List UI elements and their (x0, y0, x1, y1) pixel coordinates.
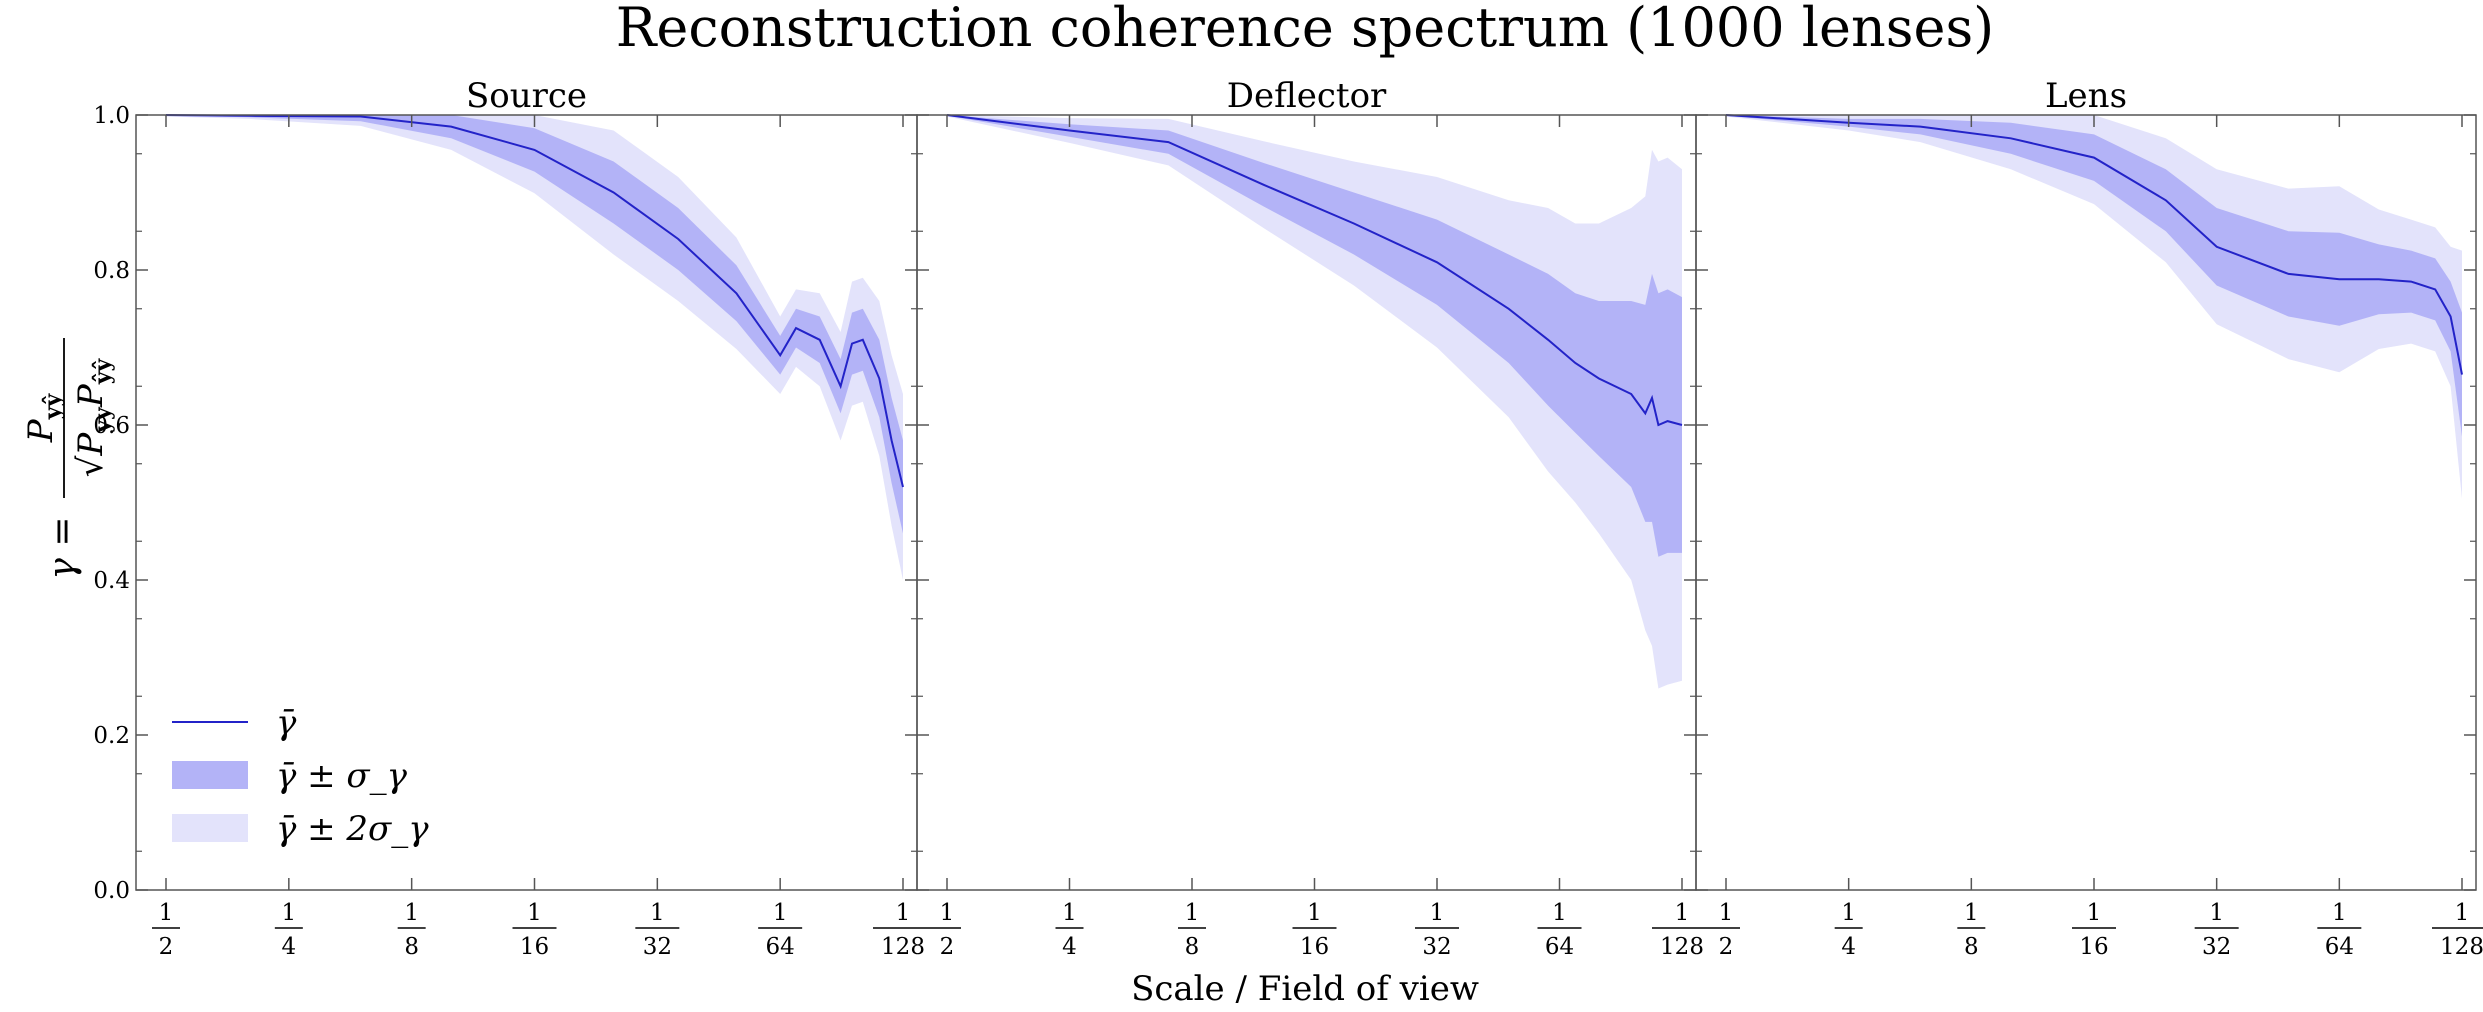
panel-title: Lens (2045, 76, 2127, 116)
band-1sigma (1726, 115, 2462, 437)
x-tick-numerator: 1 (1841, 900, 1856, 926)
x-tick-label: 132 (2194, 900, 2239, 960)
x-tick-numerator: 1 (1675, 900, 1690, 926)
x-tick-numerator: 1 (1307, 900, 1322, 926)
y-tick-label: 0.0 (93, 878, 130, 904)
ylabel-gamma: γ = (42, 516, 83, 579)
x-tick-denominator: 64 (1545, 934, 1574, 960)
ylabel-denominator: √PyyPŷŷ (71, 357, 116, 477)
ylabel-numerator: Pyŷ (21, 393, 66, 444)
mean-line (946, 114, 1683, 427)
x-tick-numerator: 1 (1430, 900, 1445, 926)
panel-frame (1695, 114, 2477, 891)
panel-frame (135, 114, 918, 891)
figure-title: Reconstruction coherence spectrum (1000 … (616, 0, 1994, 59)
x-tick-denominator: 2 (940, 934, 955, 960)
y-tick-label: 0.8 (93, 258, 130, 284)
x-tick-numerator: 1 (2455, 900, 2470, 926)
legend-label: γ̄ ± 2σ_γ (276, 809, 429, 849)
panels: Source0.00.20.40.60.81.01214181161321641… (93, 76, 2483, 960)
x-tick-numerator: 1 (2209, 900, 2224, 926)
x-tick-numerator: 1 (1719, 900, 1734, 926)
x-tick-numerator: 1 (282, 900, 297, 926)
x-tick-numerator: 1 (1964, 900, 1979, 926)
x-tick-denominator: 4 (282, 934, 297, 960)
panel-title: Source (466, 76, 587, 116)
x-tick-denominator: 16 (520, 934, 549, 960)
x-tick-label: 132 (635, 900, 680, 960)
legend-label: γ̄ ± σ_γ (276, 756, 408, 796)
legend-swatch-band1 (172, 761, 248, 789)
x-tick-denominator: 32 (643, 934, 672, 960)
y-axis-label: γ = Pyŷ√PyyPŷŷ (21, 338, 116, 580)
x-tick-label: 164 (758, 900, 803, 960)
x-tick-label: 116 (512, 900, 557, 960)
x-tick-label: 14 (1055, 900, 1084, 960)
x-tick-label: 116 (1292, 900, 1337, 960)
y-tick-label: 1.0 (93, 103, 130, 129)
legend-swatch-band2 (172, 814, 248, 842)
x-tick-label: 14 (274, 900, 303, 960)
x-tick-denominator: 2 (159, 934, 174, 960)
panel-source: Source0.00.20.40.60.81.01214181161321641… (93, 76, 933, 960)
band-2sigma (1726, 115, 2462, 499)
x-tick-denominator: 4 (1841, 934, 1856, 960)
x-tick-label: 164 (2317, 900, 2362, 960)
panel-title: Deflector (1227, 76, 1387, 116)
x-tick-numerator: 1 (1062, 900, 1077, 926)
x-tick-denominator: 8 (404, 934, 419, 960)
y-tick-label: 0.6 (93, 413, 130, 439)
x-tick-denominator: 64 (2325, 934, 2354, 960)
legend: γ̄ γ̄ ± σ_γ γ̄ ± 2σ_γ (172, 703, 429, 849)
band-1sigma (947, 115, 1682, 557)
x-tick-denominator: 4 (1062, 934, 1077, 960)
x-tick-denominator: 128 (881, 934, 925, 960)
x-tick-label: 12 (1712, 900, 1740, 960)
x-axis-label: Scale / Field of view (1131, 969, 1479, 1009)
x-tick-label: 18 (397, 900, 426, 960)
x-tick-numerator: 1 (1552, 900, 1567, 926)
mean-line (1725, 114, 2463, 375)
x-tick-numerator: 1 (2332, 900, 2347, 926)
x-tick-numerator: 1 (1185, 900, 1200, 926)
x-tick-label: 164 (1537, 900, 1582, 960)
x-tick-label: 12 (933, 900, 961, 960)
x-tick-denominator: 8 (1185, 934, 1200, 960)
x-tick-label: 116 (2072, 900, 2116, 960)
x-tick-denominator: 32 (2202, 934, 2231, 960)
x-tick-label: 18 (1178, 900, 1206, 960)
band-1sigma (166, 115, 903, 534)
x-tick-numerator: 1 (650, 900, 665, 926)
y-tick-label: 0.4 (93, 568, 130, 594)
x-tick-numerator: 1 (159, 900, 174, 926)
x-tick-denominator: 16 (1300, 934, 1329, 960)
x-tick-label: 132 (1415, 900, 1459, 960)
x-tick-numerator: 1 (773, 900, 788, 926)
x-tick-denominator: 2 (1719, 934, 1734, 960)
x-tick-denominator: 8 (1964, 934, 1979, 960)
band-2sigma (166, 115, 903, 580)
x-tick-denominator: 64 (766, 934, 795, 960)
mean-line (165, 114, 904, 488)
x-tick-denominator: 128 (2440, 934, 2483, 960)
x-tick-denominator: 16 (2079, 934, 2108, 960)
x-tick-numerator: 1 (2087, 900, 2102, 926)
x-tick-label: 14 (1834, 900, 1863, 960)
x-tick-numerator: 1 (527, 900, 542, 926)
legend-label: γ̄ (276, 703, 297, 743)
x-tick-numerator: 1 (404, 900, 419, 926)
y-tick-label: 0.2 (93, 723, 130, 749)
x-tick-numerator: 1 (896, 900, 911, 926)
x-tick-numerator: 1 (940, 900, 955, 926)
x-tick-label: 18 (1957, 900, 1986, 960)
x-tick-denominator: 32 (1422, 934, 1451, 960)
x-tick-denominator: 128 (1660, 934, 1704, 960)
x-tick-label: 12 (152, 900, 180, 960)
